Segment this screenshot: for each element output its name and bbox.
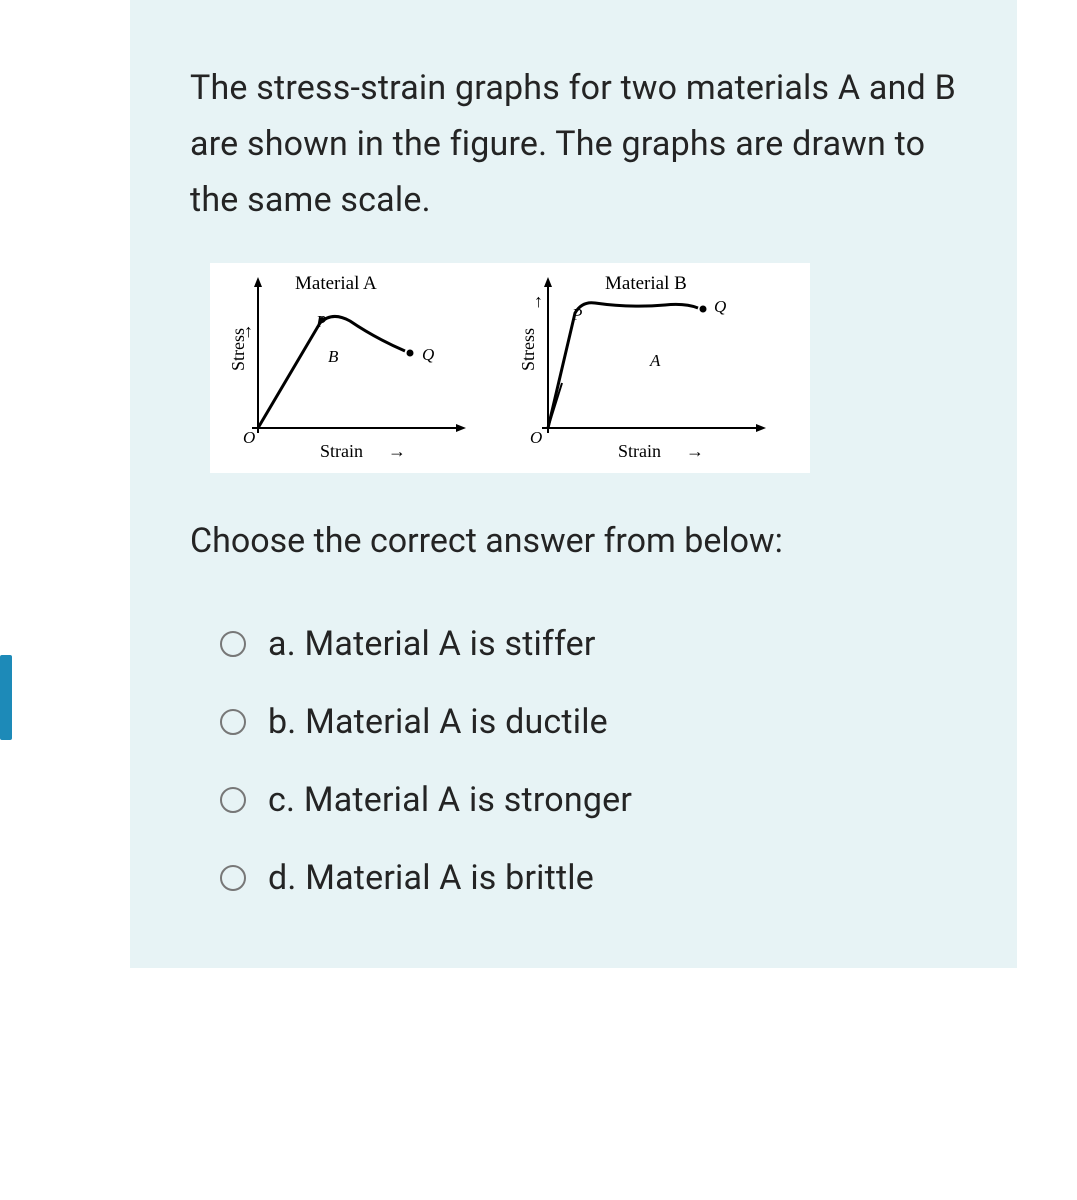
panel-b-inner-label: A <box>650 351 660 371</box>
option-label: d. Material A is brittle <box>268 858 594 898</box>
stress-strain-figure: Material A Stress Strain → ↑ O P Q B Mat… <box>210 263 810 473</box>
panel-b-point-q: Q <box>714 297 726 317</box>
question-card: The stress-strain graphs for two materia… <box>130 0 1017 968</box>
panel-b-point-p: P <box>572 305 582 325</box>
panel-b-yarrow-icon: ↑ <box>534 291 543 312</box>
option-b[interactable]: b. Material A is ductile <box>220 702 967 742</box>
radio-icon[interactable] <box>220 631 246 657</box>
panel-b-xarrow-icon: → <box>686 441 704 462</box>
accent-bar <box>0 655 12 740</box>
question-text: The stress-strain graphs for two materia… <box>190 60 967 228</box>
panel-a-xlabel: Strain <box>320 441 363 462</box>
option-d[interactable]: d. Material A is brittle <box>220 858 967 898</box>
panel-a-xarrow-icon: → <box>388 441 406 462</box>
options-list: a. Material A is stiffer b. Material A i… <box>190 624 967 898</box>
panel-b-title: Material B <box>605 273 687 295</box>
panel-a-title: Material A <box>295 273 377 295</box>
radio-icon[interactable] <box>220 787 246 813</box>
panel-a-inner-label: B <box>328 347 338 367</box>
panel-a-point-p: P <box>316 312 326 332</box>
option-label: c. Material A is stronger <box>268 780 632 820</box>
prompt-text: Choose the correct answer from below: <box>190 513 967 569</box>
page: The stress-strain graphs for two materia… <box>0 0 1077 968</box>
panel-a-origin: O <box>243 428 255 448</box>
panel-b-origin: O <box>530 428 542 448</box>
panel-b-ylabel: Stress <box>518 328 539 371</box>
panel-a-point-q: Q <box>422 345 434 365</box>
option-c[interactable]: c. Material A is stronger <box>220 780 967 820</box>
radio-icon[interactable] <box>220 709 246 735</box>
panel-b-xlabel: Strain <box>618 441 661 462</box>
option-a[interactable]: a. Material A is stiffer <box>220 624 967 664</box>
option-label: b. Material A is ductile <box>268 702 608 742</box>
radio-icon[interactable] <box>220 865 246 891</box>
option-label: a. Material A is stiffer <box>268 624 596 664</box>
panel-a-yarrow-icon: ↑ <box>244 321 253 342</box>
